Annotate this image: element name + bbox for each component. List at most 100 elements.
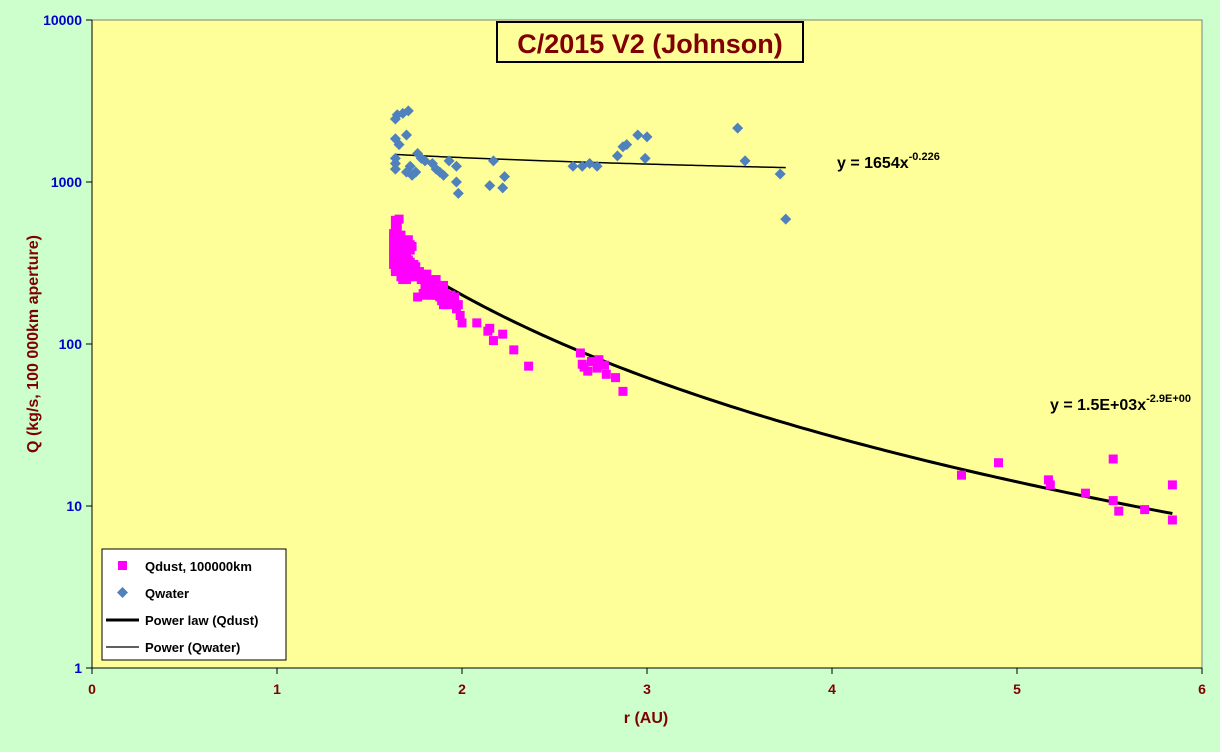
qwater-point [404,160,416,172]
legend: Qdust, 100000km Qwater Power law (Qdust)… [101,548,287,661]
trend-equation-dust: y = 1.5E+03x-2.9E+00 [1050,393,1191,414]
legend-label-water-trend: Power (Qwater) [145,640,240,655]
trendline-qdust [392,251,1173,516]
y-tick-label: 10000 [43,12,82,28]
qdust-point [1108,496,1118,506]
qdust-point [398,236,408,246]
qdust-point [611,373,621,383]
y-tick-label: 1000 [51,174,82,190]
x-tick-label: 6 [1198,681,1206,697]
qwater-point [774,168,786,180]
legend-label-dust-trend: Power law (Qdust) [145,613,258,628]
qdust-point [488,336,498,346]
qdust-point [509,345,519,355]
qdust-point [472,318,482,328]
qwater-point [611,150,623,162]
y-tick-label: 1 [74,660,82,676]
qdust-point [431,275,441,285]
qwater-point [567,160,579,172]
qwater-point [443,155,455,167]
qdust-point [994,458,1003,468]
qdust-point [414,267,424,277]
x-axis-label: r (AU) [624,710,668,727]
qdust-point [587,356,596,366]
qwater-point [410,166,422,178]
qdust-point [601,369,611,379]
trend-equation-water: y = 1654x-0.226 [837,151,940,172]
qwater-point [499,171,511,183]
qwater-point [450,160,462,172]
legend-marker-qwater [117,587,128,598]
qdust-point [390,267,400,277]
qdust-point [433,285,443,295]
qwater-point [639,152,651,164]
qwater-point [632,129,644,141]
qwater-point [487,155,499,167]
qdust-point [390,262,400,272]
qdust-point [413,292,423,302]
qdust-point [400,241,410,251]
trend-equation-dust-base: y = 1.5E+03x [1050,397,1146,414]
legend-box [101,548,287,661]
x-tick-label: 1 [273,681,281,697]
qwater-point [389,163,401,175]
qdust-point [1080,488,1090,498]
qwater-point [452,187,464,199]
qdust-point [583,366,593,376]
qdust-point [396,230,406,240]
qwater-point [401,129,412,141]
qdust-point [524,361,534,371]
qwater-point [780,213,792,225]
trend-equation-water-exp: -0.226 [909,151,940,163]
qdust-point [1140,505,1150,515]
qwater-point [393,139,405,151]
x-tick-label: 4 [828,681,836,697]
qdust-point [422,269,432,279]
qdust-point [450,292,460,302]
chart-title-box: C/2015 V2 (Johnson) [496,21,804,63]
qwater-series [389,105,792,225]
qdust-point [498,329,508,339]
qwater-point [732,122,744,134]
qwater-point [621,139,633,151]
x-tick-label: 2 [458,681,466,697]
qdust-point [455,310,465,320]
legend-marker-qdust [118,561,127,570]
legend-label-qwater: Qwater [145,586,189,601]
qwater-point [739,155,751,167]
x-tick-label: 5 [1013,681,1021,697]
qwater-point [450,176,462,188]
qdust-point [485,323,495,333]
qdust-point [440,289,450,298]
qdust-point [1045,480,1055,490]
y-axis-label: Q (kg/s, 100 000km aperture) [25,235,42,453]
trend-equation-dust-exp: -2.9E+00 [1146,393,1191,405]
qdust-point [1167,515,1177,525]
qdust-point [599,360,609,370]
qdust-point [429,280,439,290]
qdust-point [407,241,417,251]
qdust-point [1167,480,1177,490]
qdust-point [957,470,966,480]
qwater-point [389,158,401,170]
y-tick-label: 10 [66,498,82,514]
legend-label-qdust: Qdust, 100000km [145,559,252,574]
qdust-point [1114,506,1124,516]
qdust-point [618,386,628,396]
qdust-point [439,300,448,310]
qwater-point [641,131,653,143]
qdust-point [394,214,404,224]
qdust-point [575,348,585,358]
qdust-point [592,363,602,373]
qwater-point [402,105,414,117]
qdust-point [448,298,458,308]
qwater-point [497,182,509,194]
y-tick-label: 100 [59,336,83,352]
trend-equation-water-base: y = 1654x [837,155,909,172]
qwater-point [484,180,496,192]
qwater-point [438,169,449,181]
x-tick-label: 3 [643,681,651,697]
qdust-series [389,214,1177,525]
